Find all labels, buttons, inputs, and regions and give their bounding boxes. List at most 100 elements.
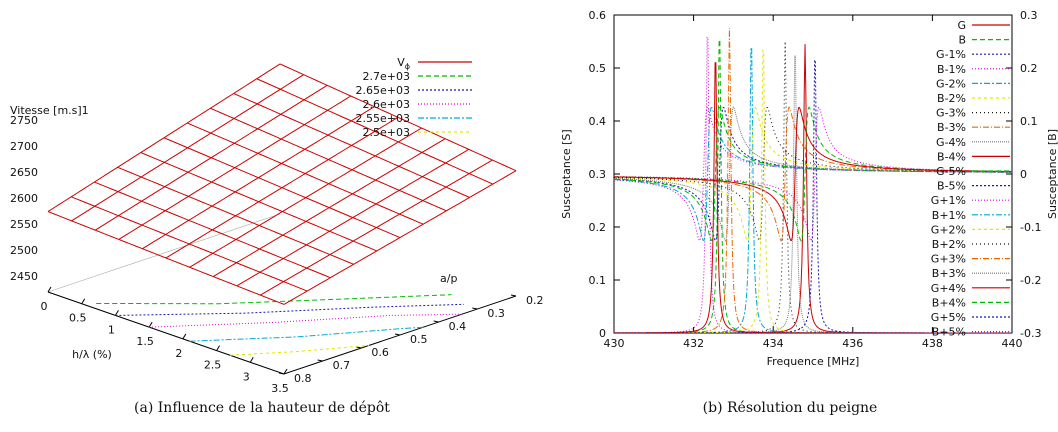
x-tick-label: 3: [243, 370, 250, 383]
surface-line: [94, 181, 331, 279]
legend-label: B+1%: [932, 209, 966, 222]
contour-line: [230, 344, 370, 356]
curve-g-4-: [614, 62, 1012, 333]
legend-label: G-3%: [936, 107, 966, 120]
x-tick-mark: [249, 357, 254, 363]
base-plane-back-edge: [47, 213, 281, 293]
legend-label: B+3%: [932, 267, 966, 280]
y-tick-mark: [356, 346, 362, 349]
z-tick-label: 2450: [10, 270, 38, 283]
surface-line: [279, 63, 517, 172]
y-tick-mark: [472, 307, 478, 310]
contour-line: [96, 294, 452, 305]
z-tick-label: 2550: [10, 218, 38, 231]
x-tick-label: 0: [41, 300, 48, 313]
legend-label: G+5%: [931, 311, 966, 324]
base-plane-edge: [47, 291, 517, 375]
y-tick-mark: [394, 333, 401, 336]
surface-chart: 0 0.5 1 1.5 2 2.5 3 3.5 0.8 0.7 0.6 0.5 0.4 0.3 0.2 245…: [10, 56, 544, 395]
legend-label: B+2%: [932, 238, 966, 251]
y2-tick-label: 0: [1020, 168, 1027, 181]
x-tick-label: 432: [683, 337, 704, 350]
surface-mesh: [47, 63, 517, 305]
legend-label: 2.55e+03: [356, 112, 410, 125]
legend-label: G-5%: [936, 165, 966, 178]
y-tick-label: 0.3: [487, 307, 505, 320]
legend-label: G+4%: [931, 282, 966, 295]
y-tick-label: 0.5: [410, 333, 428, 346]
y-tick-mark: [317, 359, 323, 362]
z-tick-label: 2500: [10, 244, 38, 257]
legend-label: G-2%: [936, 77, 966, 90]
legend-label: G-1%: [936, 48, 966, 61]
legend-label: 2.7e+03: [363, 70, 410, 83]
y2-tick-label: -0.2: [1020, 274, 1041, 287]
z-tick-label: 2700: [10, 140, 38, 153]
legend-label: G+1%: [931, 194, 966, 207]
caption-b: (b) Résolution du peigne: [703, 400, 878, 416]
y-tick-label: 0.4: [449, 320, 467, 333]
surface-line: [210, 107, 447, 212]
x-tick-label: 2.5: [204, 359, 222, 372]
surface-line: [163, 137, 401, 239]
y-tick-mark: [278, 372, 285, 375]
y2-tick-label: 0.2: [1020, 62, 1038, 75]
surface-line: [117, 166, 354, 265]
legend: Vϕ2.7e+032.65e+032.6e+032.55e+032.5e+03: [356, 56, 472, 139]
legend-label: B+5%: [932, 326, 966, 339]
x-axis-title: Frequence [MHz]: [767, 355, 860, 368]
caption-a: (a) Influence de la hauteur de dépôt: [134, 400, 390, 416]
x-tick-label: 2: [175, 347, 182, 360]
y-tick-label: 0.6: [589, 9, 607, 22]
curve-b-5-: [614, 106, 1012, 242]
surface-line: [187, 122, 424, 225]
x-tick-mark: [216, 345, 221, 351]
y-axis-title: a/p: [440, 272, 457, 285]
y-tick-label: 0.5: [589, 62, 607, 75]
x-tick-mark: [283, 368, 288, 375]
legend-label-sub: ϕ: [405, 62, 410, 71]
x-tick-label: 434: [763, 337, 784, 350]
y2-tick-label: -0.1: [1020, 221, 1041, 234]
contour-line: [149, 313, 462, 328]
curve-b-4-: [614, 106, 1012, 242]
legend-label: 2.6e+03: [363, 98, 410, 111]
legend-label: G+3%: [931, 253, 966, 266]
y-tick-label: 0.4: [589, 115, 607, 128]
legend-label: 2.5e+03: [363, 126, 410, 139]
y2-tick-label: 0.1: [1020, 115, 1038, 128]
y-tick-mark: [510, 294, 517, 297]
legend-label: B-4%: [937, 150, 966, 163]
y2-tick-label: 0.3: [1020, 9, 1038, 22]
x-tick-mark: [182, 333, 187, 340]
legend-label: B-1%: [937, 63, 966, 76]
x-tick-label: 3.5: [271, 382, 289, 395]
y-tick-label: 0.2: [589, 221, 607, 234]
z-tick-label: 2650: [10, 166, 38, 179]
legend-label: B-2%: [937, 92, 966, 105]
surface-line: [140, 152, 377, 252]
legend-label: 2.65e+03: [356, 84, 410, 97]
y-tick-label: 0.7: [333, 359, 351, 372]
z-axis-title: Vitesse [m.s]1: [10, 104, 89, 117]
surface-line: [256, 78, 494, 185]
susceptance-chart: 0 0.1 0.2 0.3 0.4 0.5 0.6 -0.3 -0.2 -0.1 0 0.1 0.2 0.…: [560, 9, 1058, 368]
x-tick-label: 0.5: [69, 312, 87, 325]
curve-g-1-: [614, 59, 1012, 333]
legend-label: B: [958, 34, 966, 47]
contour-line: [189, 326, 424, 342]
y2-tick-label: -0.3: [1020, 327, 1041, 340]
x-tick-mark: [47, 286, 52, 293]
legend-label: G: [957, 19, 966, 32]
curves: [614, 28, 1012, 333]
curve-b-4-: [614, 106, 1012, 242]
y-tick-label: 0.8: [294, 372, 312, 385]
curve-b-1-: [614, 106, 1012, 242]
y-axis-title: Susceptance [S]: [560, 129, 573, 218]
z-tick-label: 2600: [10, 192, 38, 205]
x-tick-label: 440: [1002, 337, 1023, 350]
x-tick-label: 430: [604, 337, 625, 350]
x-tick-mark: [148, 321, 153, 328]
